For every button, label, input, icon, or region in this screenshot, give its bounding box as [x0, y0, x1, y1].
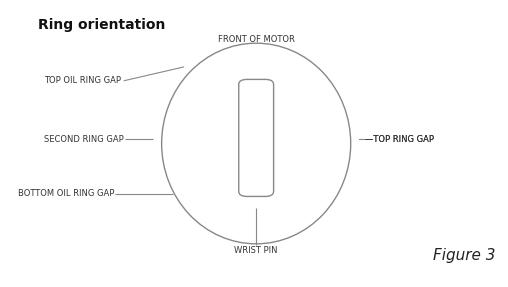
Text: —TOP RING GAP: —TOP RING GAP	[365, 135, 434, 144]
Text: SECOND RING GAP: SECOND RING GAP	[44, 135, 124, 144]
Text: Figure 3: Figure 3	[433, 248, 495, 263]
Text: BOTTOM OIL RING GAP: BOTTOM OIL RING GAP	[18, 189, 114, 198]
Text: Ring orientation: Ring orientation	[38, 18, 165, 32]
FancyBboxPatch shape	[239, 79, 274, 196]
Text: —TOP RING GAP: —TOP RING GAP	[365, 135, 434, 144]
Text: WRIST PIN: WRIST PIN	[234, 246, 278, 255]
Text: FRONT OF MOTOR: FRONT OF MOTOR	[218, 34, 295, 44]
Text: TOP OIL RING GAP: TOP OIL RING GAP	[44, 76, 121, 85]
